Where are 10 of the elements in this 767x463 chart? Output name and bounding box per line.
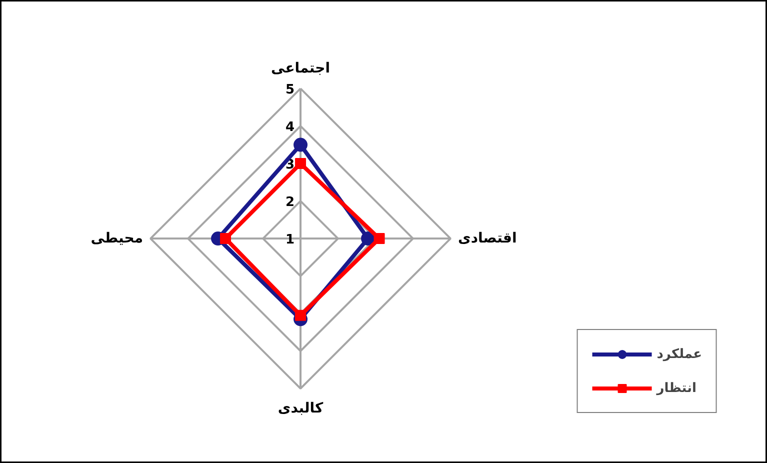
y-tick-label: 5 bbox=[285, 82, 295, 98]
spoke-label: محیطی bbox=[90, 230, 144, 247]
legend-label: انتظار bbox=[656, 380, 696, 396]
y-tick-label: 4 bbox=[285, 120, 295, 136]
y-tick-label: 1 bbox=[285, 232, 295, 248]
legend-label: عملکرد bbox=[656, 346, 702, 362]
spoke-label: کالبدی bbox=[278, 400, 324, 417]
spoke-label: اجتماعی bbox=[271, 60, 330, 77]
y-tick-label: 2 bbox=[285, 195, 295, 210]
spoke-label: اقتصادی bbox=[458, 230, 517, 247]
